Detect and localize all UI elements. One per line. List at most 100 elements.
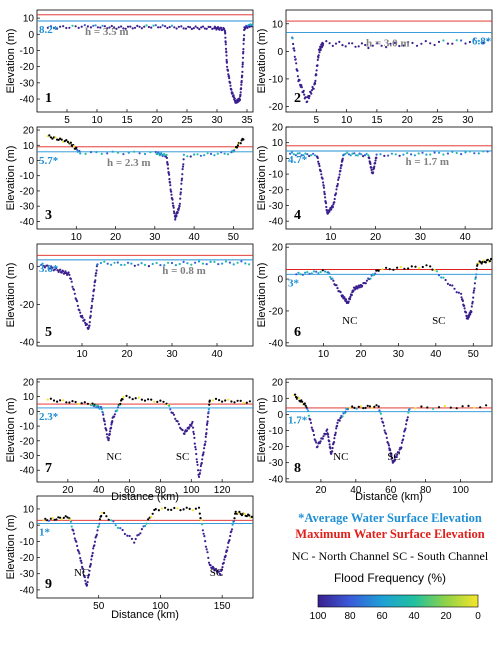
profile-point <box>338 173 341 176</box>
profile-point <box>461 299 464 303</box>
profile-point <box>162 400 165 403</box>
profile-point <box>155 261 158 265</box>
profile-point <box>65 26 68 30</box>
profile-point <box>437 274 441 277</box>
profile-point <box>319 170 322 173</box>
profile-point <box>198 28 201 31</box>
profile-point <box>347 42 351 45</box>
profile-point <box>460 153 463 156</box>
profile-point <box>245 401 248 404</box>
profile-point <box>204 435 207 438</box>
profile-point <box>60 518 64 521</box>
profile-point <box>203 535 206 538</box>
profile-point <box>54 136 57 139</box>
y-tick-label: -40 <box>20 466 35 477</box>
panel-frame <box>36 378 254 483</box>
profile-point <box>472 291 475 294</box>
profile-point <box>83 318 86 321</box>
profile-point <box>291 37 294 40</box>
profile-point <box>167 261 170 264</box>
profile-point <box>232 520 235 523</box>
profile-point <box>52 26 56 29</box>
profile-point <box>180 188 183 191</box>
profile-point <box>455 407 458 410</box>
y-axis-label: Elevation (m) <box>256 398 268 463</box>
profile-point <box>107 518 110 521</box>
y-tick-label: -40 <box>20 217 35 228</box>
profile-point <box>319 270 322 274</box>
profile-point <box>308 154 311 158</box>
profile-point <box>81 316 84 319</box>
profile-point <box>78 552 81 555</box>
profile-point <box>224 41 227 44</box>
profile-point <box>338 419 341 422</box>
profile-point <box>398 44 401 48</box>
profile-point <box>348 406 352 409</box>
profile-point <box>91 300 94 303</box>
y-tick-label: -30 <box>20 569 35 580</box>
profile-point <box>391 456 394 460</box>
profile-point <box>306 407 309 410</box>
profile-point <box>49 517 53 520</box>
profile-point <box>79 557 82 560</box>
y-tick-label: -10 <box>269 74 284 85</box>
profile-point <box>69 520 72 523</box>
profile-point <box>477 262 480 265</box>
profile-point <box>181 173 184 176</box>
x-tick-label: 35 <box>241 115 253 126</box>
profile-point <box>225 58 228 62</box>
profile-point <box>174 417 177 420</box>
profile-point <box>229 84 232 87</box>
profile-point <box>446 42 449 45</box>
profile-point <box>294 58 297 61</box>
profile-point <box>235 146 239 149</box>
profile-point <box>95 151 98 154</box>
x-tick-label: 40 <box>350 485 362 496</box>
profile-point <box>395 455 398 459</box>
profile-point <box>78 149 81 153</box>
profile-point <box>201 458 204 461</box>
profile-point <box>316 445 319 448</box>
profile-point <box>222 561 225 565</box>
profile-point <box>226 546 229 549</box>
profile-point <box>62 25 65 28</box>
profile-point <box>96 263 99 266</box>
panel-1: 5 10 15 20 25 30 35 10 0 -10 -20 -30 -40 1 8.2* h = 3.5… <box>20 9 254 126</box>
profile-point <box>392 268 395 271</box>
panel-frame <box>36 243 254 347</box>
profile-point <box>230 530 233 533</box>
profile-point <box>306 271 309 274</box>
profile-point <box>169 184 172 187</box>
profile-point <box>71 285 74 288</box>
profile-point <box>119 402 122 405</box>
profile-point <box>59 137 62 140</box>
profile-point <box>184 27 187 30</box>
profile-point <box>471 300 474 303</box>
profile-point <box>300 86 303 89</box>
stage-label: h = 3.5 m <box>85 26 129 38</box>
profile-point <box>90 306 93 309</box>
profile-point <box>369 162 372 166</box>
avg-wse-label: 5.7* <box>39 155 59 167</box>
profile-point <box>344 45 347 48</box>
profile-point <box>128 396 131 399</box>
x-tick-label: 5 <box>64 115 70 126</box>
profile-point <box>304 152 307 155</box>
profile-point <box>336 184 339 187</box>
x-tick-label: 20 <box>370 232 382 243</box>
profile-point <box>300 84 303 87</box>
profile-point <box>168 178 171 181</box>
profile-point <box>233 517 236 520</box>
profile-point <box>330 452 333 455</box>
x-tick-label: 100 <box>452 485 469 496</box>
profile-point <box>138 152 141 155</box>
profile-point <box>107 437 110 440</box>
profile-point <box>182 153 185 156</box>
profile-point <box>473 37 476 41</box>
profile-point <box>303 93 306 96</box>
profile-point <box>70 525 73 528</box>
profile-point <box>202 453 205 456</box>
profile-point <box>485 404 488 407</box>
profile-point <box>66 140 69 143</box>
